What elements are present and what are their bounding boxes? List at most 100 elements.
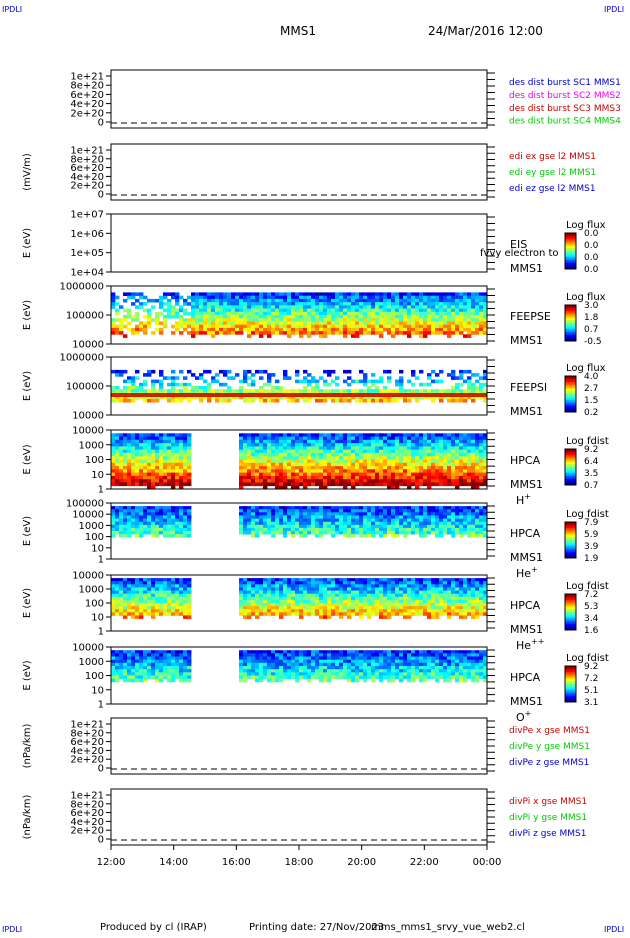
colorbar-tick-label: 0.7 (584, 481, 598, 491)
y-tick-label: 1000000 (59, 282, 104, 293)
y-tick-label: 100 (85, 599, 104, 610)
colorbar-tick-label: 7.2 (584, 674, 598, 684)
footer-printing: Printing date: 27/Nov/2023 (249, 922, 384, 933)
colorbar-tick-label: 0.0 (584, 265, 599, 275)
panel-frame (111, 718, 487, 774)
colorbar-tick-label: 6.4 (584, 457, 599, 467)
instrument-label: HPCA (510, 527, 541, 540)
instrument-label: HPCA (510, 671, 541, 684)
y-tick-label: 0 (98, 764, 104, 775)
y-tick-label: 1 (98, 485, 104, 496)
legend-entry: divPe y gse MMS1 (509, 742, 590, 752)
panel-divpe: 1e+218e+206e+204e+202e+200(nPa/km)divPe … (22, 718, 590, 775)
colorbar-tick-label: 9.2 (584, 445, 598, 455)
colorbar-tick-label: 1.6 (584, 626, 599, 636)
spacecraft-label: MMS1 (510, 623, 543, 636)
species-label: He++ (516, 637, 544, 652)
colorbar-tick-label: 3.9 (584, 542, 599, 552)
spacecraft-label: MMS1 (510, 334, 543, 347)
x-tick-label: 00:00 (473, 857, 502, 868)
legend-entry: edi ex gse l2 MMS1 (509, 152, 596, 162)
y-axis-label: (nPa/km) (22, 795, 33, 840)
spectrogram-hpca_hepp (111, 578, 487, 619)
colorbar-tick-label: 9.2 (584, 662, 598, 672)
footer-producer: Produced by cl (IRAP) (100, 922, 207, 933)
y-tick-label: 10000 (72, 411, 104, 422)
x-tick-label: 14:00 (159, 857, 188, 868)
spectrogram-feeps_e (111, 292, 487, 338)
y-tick-label: 100000 (66, 382, 104, 393)
colorbar-tick-label: 1.9 (584, 554, 599, 564)
y-tick-label: 1e+04 (70, 268, 104, 279)
y-tick-label: 100 (85, 671, 104, 682)
spectrogram-hpca_o (111, 650, 487, 682)
y-tick-label: 0 (98, 835, 104, 846)
spacecraft-label: MMS1 (510, 405, 543, 418)
y-tick-label: 1 (98, 700, 104, 711)
colorbar-tick-label: 7.9 (584, 518, 599, 528)
y-tick-label: 1000 (79, 657, 104, 668)
instrument-label: FEEPSI (510, 381, 547, 394)
species-label: H+ (516, 492, 531, 507)
panel-divpi: 1e+218e+206e+204e+202e+200(nPa/km)divPi … (22, 789, 587, 846)
y-tick-label: 100 (85, 455, 104, 466)
legend-entry: des dist burst SC2 MMS2 (509, 91, 621, 101)
y-axis-label: (nPa/km) (22, 724, 33, 769)
panel-frame (111, 144, 487, 200)
species-label: He+ (516, 565, 538, 580)
colorbar-tick-label: 0.2 (584, 408, 598, 418)
panel-frame (111, 70, 487, 128)
y-tick-label: 10 (91, 685, 104, 696)
y-axis-label: E (eV) (22, 371, 33, 401)
y-tick-label: 10000 (72, 643, 104, 654)
colorbar-tick-label: 1.5 (584, 396, 598, 406)
spacecraft-label: MMS1 (510, 478, 543, 491)
legend-entry: divPi z gse MMS1 (509, 829, 586, 839)
corner-tag-bottom-right: IPDLI (604, 925, 624, 934)
colorbar-tick-label: 3.0 (584, 301, 599, 311)
y-axis-label: E (eV) (22, 660, 33, 690)
y-axis-label: E (eV) (22, 300, 33, 330)
y-tick-label: 1 (98, 627, 104, 638)
legend-entry: des dist burst SC1 MMS1 (509, 78, 621, 88)
colorbar-tick-label: 0.0 (584, 241, 599, 251)
species-charge: ++ (531, 637, 544, 646)
colorbar-tick-label: 3.1 (584, 698, 598, 708)
y-tick-label: 100 (85, 532, 104, 543)
x-tick-label: 18:00 (285, 857, 314, 868)
legend-entry: des dist burst SC4 MMS4 (509, 117, 621, 127)
legend-entry: divPe x gse MMS1 (509, 726, 590, 736)
colorbar-tick-label: 2.7 (584, 384, 598, 394)
y-axis-label: (mV/m) (22, 153, 33, 191)
header-datetime: 24/Mar/2016 12:00 (428, 24, 543, 38)
colorbar-tick-label: 3.4 (584, 614, 599, 624)
colorbar-tick-label: 1.8 (584, 313, 599, 323)
overlay-label: fvvy electron to (480, 248, 559, 259)
legend-entry: des dist burst SC3 MMS3 (509, 104, 621, 114)
instrument-label: HPCA (510, 599, 541, 612)
instrument-label: FEEPSE (510, 310, 551, 323)
corner-tag-bottom-left: IPDLI (2, 925, 22, 934)
y-tick-label: 1000 (79, 585, 104, 596)
x-tick-label: 12:00 (97, 857, 126, 868)
colorbar-tick-label: 0.7 (584, 325, 598, 335)
y-tick-label: 10000 (72, 510, 104, 521)
colorbar-tick-label: 0.0 (584, 229, 599, 239)
x-tick-label: 22:00 (410, 857, 439, 868)
header-title: MMS1 (280, 24, 316, 38)
spectrogram-hpca_h (111, 433, 487, 489)
y-axis-label: E (eV) (22, 444, 33, 474)
colorbar-tick-label: 5.3 (584, 602, 598, 612)
spectrogram-hpca_he (111, 506, 487, 537)
species-label: O+ (516, 709, 531, 724)
y-tick-label: 100000 (66, 499, 104, 510)
